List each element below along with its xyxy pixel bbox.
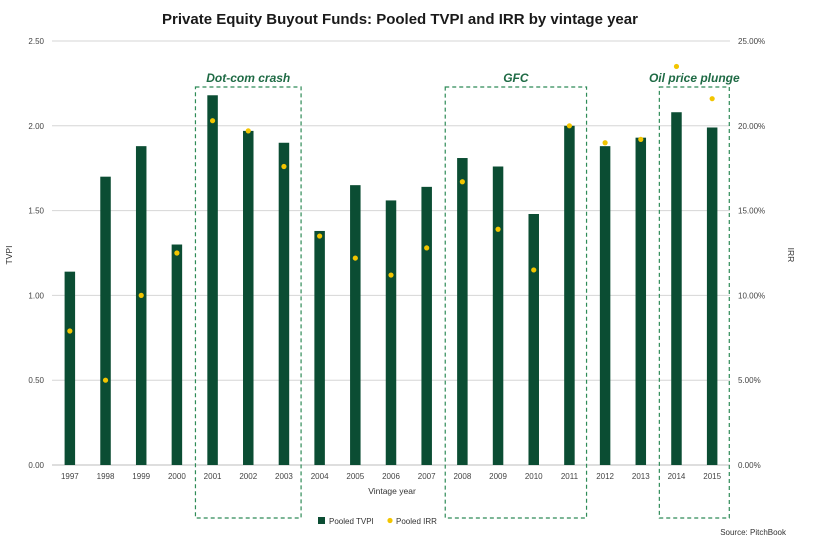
dot-irr [531,267,537,273]
x-tick-label: 2002 [239,472,257,481]
x-tick-label: 1998 [97,472,115,481]
y-tick-label: 0.00 [28,461,44,470]
x-tick-label: 2014 [668,472,686,481]
y-tick-label: 2.50 [28,37,44,46]
bar-tvpi [385,200,397,465]
annotation-label: Dot-com crash [206,71,290,85]
bar-series [64,95,718,466]
bar-tvpi [171,244,183,465]
dot-irr [459,179,465,185]
dot-irr [102,377,109,383]
x-tick-label: 2003 [275,472,293,481]
x-tick-label: 2004 [311,472,329,481]
bar-tvpi [599,146,611,466]
dot-irr [388,272,394,278]
dot-irr [673,63,680,70]
dot-irr [495,226,501,232]
dot-series [67,63,715,383]
y2-tick-label: 10.00% [738,291,765,300]
y-tick-label: 1.00 [28,291,44,300]
dot-irr [174,250,180,256]
x-tick-label: 1999 [132,472,150,481]
bar-tvpi [635,137,647,465]
y2-tick-label: 0.00% [738,461,761,470]
x-tick-label: 2008 [453,472,471,481]
x-tick-label: 1997 [61,472,79,481]
legend-label-irr: Pooled IRR [396,517,437,526]
annotation-label: Oil price plunge [649,71,740,85]
x-tick-label: 2015 [703,472,721,481]
y2-tick-label: 15.00% [738,207,765,216]
bar-tvpi [278,142,290,465]
dot-irr [138,292,144,298]
y-axis-title: TVPI [4,246,14,265]
legend-swatch-irr [387,517,393,524]
bar-tvpi [350,185,361,465]
y2-tick-label: 20.00% [738,122,765,131]
x-tick-label: 2010 [525,472,543,481]
bar-tvpi [421,186,432,465]
dot-irr [638,136,644,142]
y-tick-label: 1.50 [28,207,44,216]
x-tick-label: 2001 [204,472,222,481]
dot-irr [317,233,323,239]
y-tick-label: 0.50 [28,376,44,385]
dot-irr [352,255,358,261]
bar-tvpi [492,166,504,465]
dot-irr [709,96,715,102]
chart-title: Private Equity Buyout Funds: Pooled TVPI… [162,11,638,28]
bar-tvpi [64,271,76,465]
annotation-box [444,86,588,519]
x-tick-label: 2012 [596,472,614,481]
dot-irr [281,163,287,170]
y-axis-left-ticks: 0.00 0.50 1.00 1.50 2.00 2.50 [28,37,44,470]
dot-irr [209,118,216,124]
y-tick-label: 2.00 [28,122,44,131]
dot-irr [424,245,430,251]
x-tick-label: 2000 [168,472,186,481]
x-tick-label: 2011 [561,472,579,481]
bar-tvpi [207,95,218,465]
bar-tvpi [135,146,147,466]
x-tick-label: 2013 [632,472,650,481]
x-tick-label: 2005 [346,472,364,481]
legend: Pooled TVPI Pooled IRR [318,517,437,526]
y2-tick-label: 25.00% [738,37,765,46]
x-axis-ticks: 1997 1998 1999 2000 2001 2002 2003 2004 2005 2006… [61,472,722,481]
bar-tvpi [457,158,468,466]
legend-swatch-tvpi [318,517,325,524]
y2-tick-label: 5.00% [738,376,761,385]
bar-tvpi [564,125,575,466]
bar-tvpi [243,130,254,465]
dot-irr [67,328,73,334]
bar-tvpi [671,112,682,466]
legend-label-tvpi: Pooled TVPI [329,517,374,526]
dot-irr [602,140,608,146]
bar-tvpi [100,176,111,465]
x-axis-title: Vintage year [368,486,416,496]
y-axis-right-ticks: 0.00% 5.00% 10.00% 15.00% 20.00% 25.00% [738,37,765,470]
annotation-label: GFC [503,71,529,85]
bar-tvpi [528,213,539,465]
dot-irr [566,123,573,129]
x-tick-label: 2009 [489,472,507,481]
bar-tvpi [706,127,718,465]
x-tick-label: 2007 [418,472,436,481]
annotation-box [194,86,302,519]
annotation-boxes: Dot-com crash GFC Oil price plunge [194,71,740,519]
y2-axis-title: IRR [786,248,796,263]
bar-tvpi [314,230,325,465]
dot-irr [245,128,251,134]
source-note: Source: PitchBook [720,528,787,537]
annotation-box [658,86,730,519]
x-tick-label: 2006 [382,472,400,481]
